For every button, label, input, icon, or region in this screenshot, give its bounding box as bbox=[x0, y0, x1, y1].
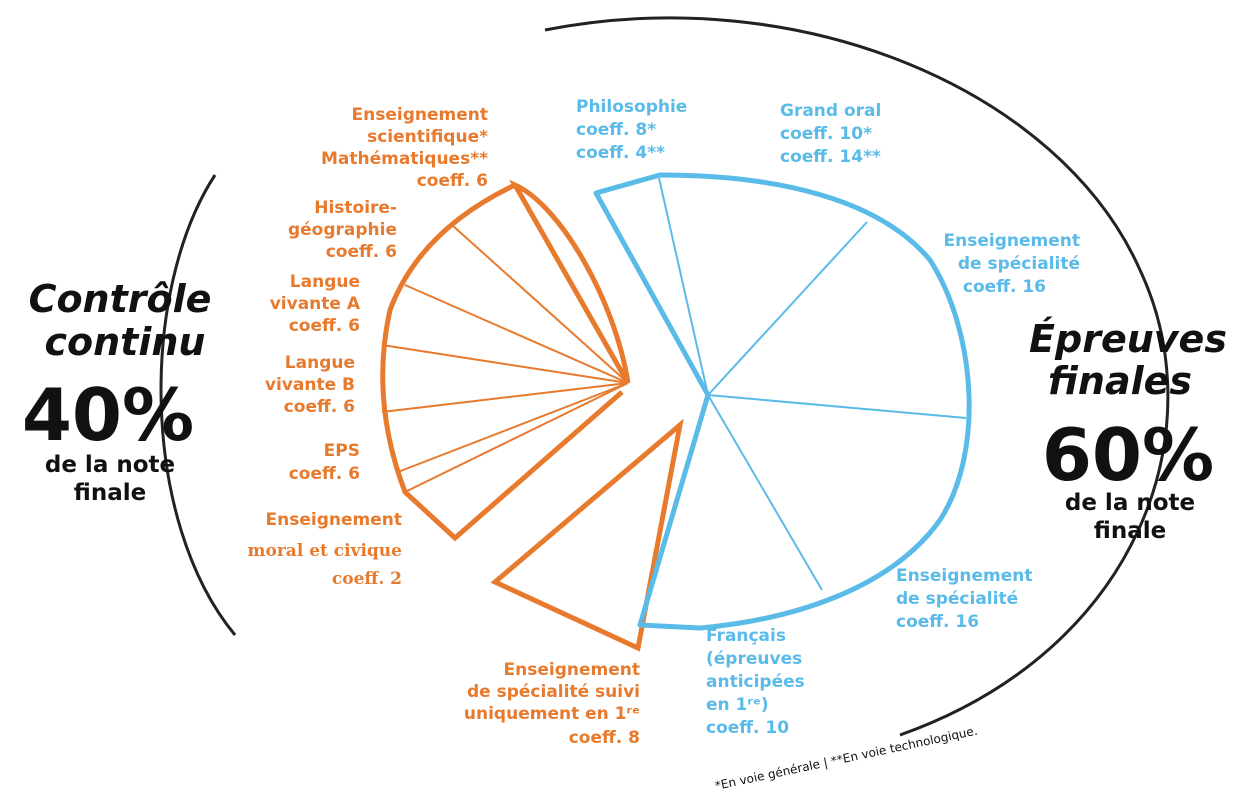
label-hist-line-3: coeff. 6 bbox=[326, 242, 397, 262]
left-title-line-1: Contrôle bbox=[29, 277, 212, 321]
slice-outline-top bbox=[509, 179, 631, 385]
controle-continu-block: Contrôle continu 40% de la note finale bbox=[22, 277, 212, 506]
epreuves-finales-block: Épreuves finales 60% de la note finale bbox=[1029, 317, 1227, 544]
left-sub-line-2: finale bbox=[74, 480, 146, 506]
right-sub-line-1: de la note bbox=[1065, 490, 1195, 516]
right-sub-line-2: finale bbox=[1094, 518, 1166, 544]
label-emc-line-1: Enseignement bbox=[266, 510, 402, 530]
label-fr-line-1: Français bbox=[706, 626, 786, 646]
label-spe1-line-3: uniquement en 1ʳᵉ bbox=[464, 704, 640, 724]
slice-divider-eps bbox=[397, 382, 629, 473]
epreuves-finales-slices bbox=[593, 172, 972, 631]
label-philo-line-2: coeff. 8* bbox=[576, 120, 656, 140]
left-outer-arc bbox=[159, 174, 237, 636]
right-title-line-2: finales bbox=[1048, 359, 1192, 403]
divider-philo-oral bbox=[658, 177, 709, 396]
label-spe-b-line-3: coeff. 16 bbox=[896, 612, 979, 632]
label-eps-line-2: coeff. 6 bbox=[289, 464, 360, 484]
slice-divider-emc bbox=[404, 382, 629, 493]
slice-divider-lva bbox=[381, 344, 629, 384]
label-hist-line-1: Histoire- bbox=[314, 198, 397, 218]
label-oral-line-2: coeff. 10* bbox=[780, 124, 872, 144]
label-lva-line-2: vivante A bbox=[270, 294, 361, 314]
label-sci-line-1: Enseignement bbox=[352, 105, 488, 125]
right-outer-arc bbox=[544, 16, 1170, 737]
label-lvb-line-3: coeff. 6 bbox=[284, 397, 355, 417]
label-emc-line-3: coeff. 2 bbox=[332, 569, 402, 589]
label-lvb-line-1: Langue bbox=[285, 353, 355, 373]
label-spe1-line-1: Enseignement bbox=[504, 660, 640, 680]
label-fr-line-5: coeff. 10 bbox=[706, 718, 789, 738]
controle-continu-slices bbox=[380, 179, 631, 542]
label-fr-line-2: (épreuves bbox=[706, 649, 802, 669]
label-eps: EPS coeff. 6 bbox=[289, 441, 360, 484]
label-hist: Histoire- géographie coeff. 6 bbox=[288, 198, 397, 262]
label-fr: Français (épreuves anticipées en 1ʳᵉ) co… bbox=[706, 626, 805, 738]
label-lva: Langue vivante A coeff. 6 bbox=[270, 272, 361, 336]
label-sci: Enseignement scientifique* Mathématiques… bbox=[321, 105, 488, 191]
label-lva-line-3: coeff. 6 bbox=[289, 316, 360, 336]
label-sci-line-4: coeff. 6 bbox=[417, 171, 488, 191]
label-fr-line-4: en 1ʳᵉ) bbox=[706, 695, 769, 715]
label-spe-b: Enseignement de spécialité coeff. 16 bbox=[896, 566, 1032, 632]
divider-spe-spe bbox=[707, 394, 967, 419]
label-spe1-line-2: de spécialité suivi bbox=[467, 682, 640, 702]
left-percent: 40% bbox=[22, 373, 194, 457]
label-sci-line-3: Mathématiques** bbox=[321, 149, 488, 169]
label-eps-line-1: EPS bbox=[324, 441, 360, 461]
label-spe-b-line-1: Enseignement bbox=[896, 566, 1032, 586]
label-sci-line-2: scientifique* bbox=[367, 127, 488, 147]
right-title-line-1: Épreuves bbox=[1029, 317, 1227, 361]
slice-specialite-premiere bbox=[490, 418, 684, 652]
label-fr-line-3: anticipées bbox=[706, 672, 805, 692]
label-spe1: Enseignement de spécialité suivi uniquem… bbox=[464, 660, 640, 748]
label-philo-line-1: Philosophie bbox=[576, 97, 687, 117]
label-spe-a-line-1: Enseignement bbox=[944, 231, 1080, 251]
divider-oral-spe bbox=[707, 221, 868, 396]
slice-divider-lvb bbox=[381, 382, 629, 413]
label-emc-line-2: moral et civique bbox=[248, 541, 403, 561]
label-oral-line-1: Grand oral bbox=[780, 101, 881, 121]
label-oral: Grand oral coeff. 10* coeff. 14** bbox=[780, 101, 881, 167]
left-title-line-2: continu bbox=[45, 320, 206, 364]
blue-pie-outline bbox=[593, 172, 972, 631]
label-emc: Enseignement moral et civique coeff. 2 bbox=[248, 510, 403, 589]
slice-outline-arc bbox=[380, 182, 624, 542]
slice-divider-hist bbox=[404, 284, 629, 384]
label-spe1-line-4: coeff. 8 bbox=[569, 728, 640, 748]
label-philo: Philosophie coeff. 8* coeff. 4** bbox=[576, 97, 687, 163]
label-oral-line-3: coeff. 14** bbox=[780, 147, 881, 167]
label-spe-a-line-2: de spécialité bbox=[958, 254, 1080, 274]
label-lvb-line-2: vivante B bbox=[265, 375, 355, 395]
slice-divider-sci bbox=[451, 224, 629, 384]
label-spe-b-line-2: de spécialité bbox=[896, 589, 1018, 609]
label-spe-a-line-3: coeff. 16 bbox=[963, 277, 1046, 297]
label-lva-line-1: Langue bbox=[290, 272, 360, 292]
divider-spe-fr bbox=[707, 394, 823, 591]
left-sub-line-1: de la note bbox=[45, 452, 175, 478]
label-philo-line-3: coeff. 4** bbox=[576, 143, 665, 163]
label-spe-a: Enseignement de spécialité coeff. 16 bbox=[944, 231, 1080, 297]
right-percent: 60% bbox=[1042, 413, 1214, 497]
label-lvb: Langue vivante B coeff. 6 bbox=[265, 353, 355, 417]
label-hist-line-2: géographie bbox=[288, 220, 397, 240]
